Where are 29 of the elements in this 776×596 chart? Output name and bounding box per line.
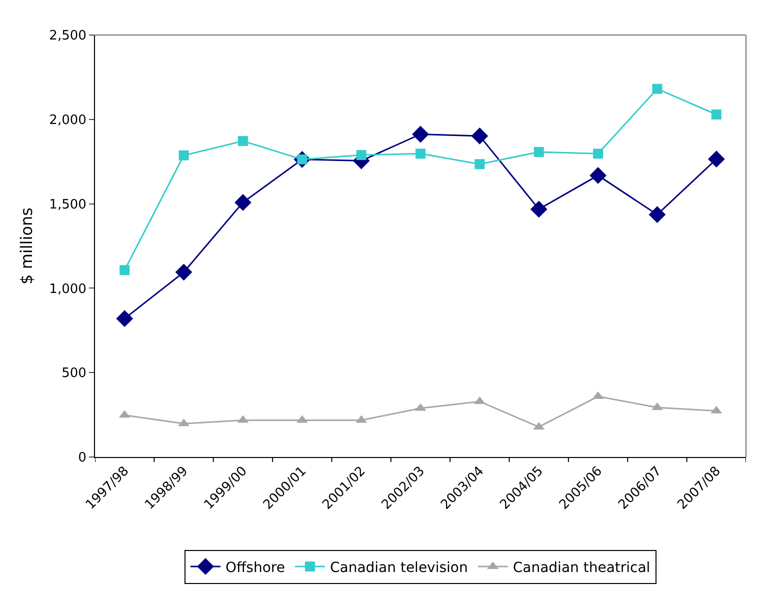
point bbox=[356, 150, 366, 160]
point bbox=[648, 206, 666, 224]
y-axis-title: $ millions bbox=[17, 208, 36, 284]
y-tick-label: 2,000 bbox=[49, 112, 86, 128]
point bbox=[708, 150, 725, 168]
point bbox=[530, 200, 548, 218]
y-tick-label: 0 bbox=[78, 450, 86, 466]
point bbox=[238, 136, 248, 146]
point bbox=[178, 150, 189, 160]
point bbox=[593, 148, 604, 159]
point bbox=[234, 194, 252, 211]
point bbox=[120, 265, 130, 276]
point bbox=[474, 159, 485, 170]
point bbox=[590, 166, 606, 184]
legend-label: Canadian theatrical bbox=[512, 560, 650, 576]
point bbox=[412, 126, 429, 143]
legend-label: Offshore bbox=[226, 560, 285, 576]
point bbox=[416, 148, 426, 159]
y-tick-label: 2,500 bbox=[49, 28, 86, 44]
y-tick-label: 500 bbox=[62, 366, 86, 382]
point bbox=[116, 310, 134, 328]
point bbox=[711, 110, 722, 120]
y-tick-label: 1,000 bbox=[49, 282, 86, 297]
point bbox=[652, 84, 662, 94]
legend-label: Canadian television bbox=[330, 560, 468, 576]
point bbox=[175, 264, 192, 281]
point bbox=[471, 127, 488, 144]
y-tick-label: 1,500 bbox=[49, 197, 86, 212]
point bbox=[534, 146, 544, 157]
